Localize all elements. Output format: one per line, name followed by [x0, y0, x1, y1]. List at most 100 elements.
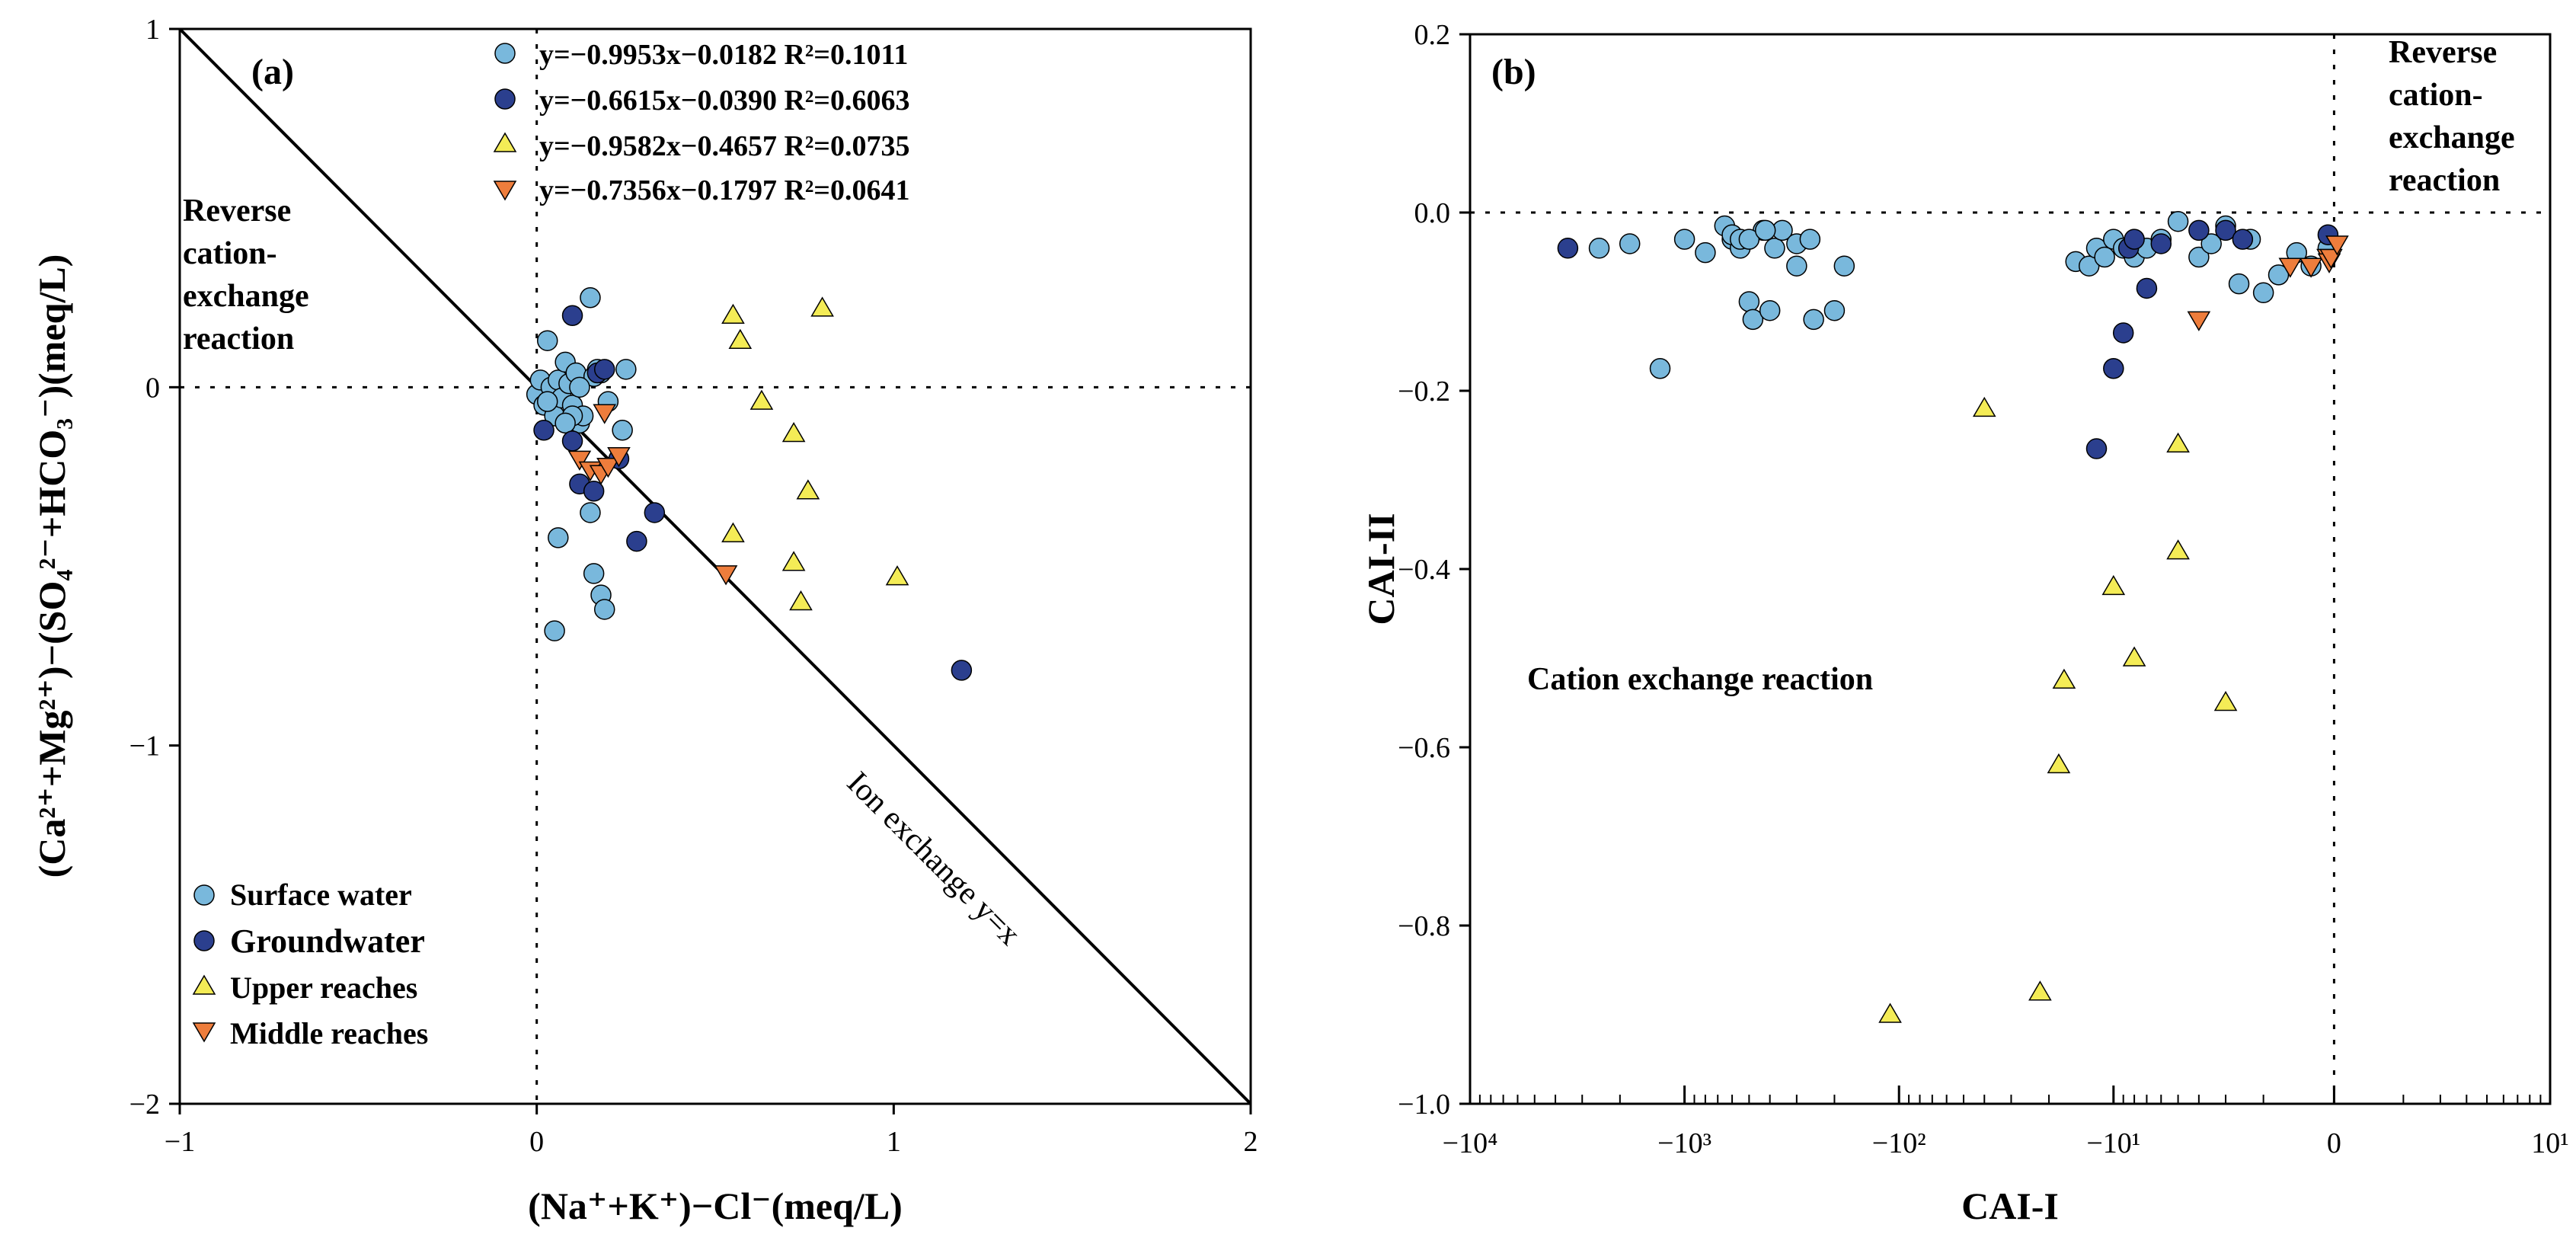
point-a-middle-reaches: [714, 565, 738, 586]
point-b-surface-water: [1588, 238, 1610, 259]
point-b-surface-water: [1673, 229, 1695, 250]
point-a-surface-water: [580, 502, 601, 523]
point-b-groundwater: [2232, 229, 2254, 250]
point-a-middle-reaches: [593, 404, 617, 424]
point-a-upper-reaches: [721, 303, 745, 325]
legend-upper-reaches: Upper reaches: [230, 970, 417, 1005]
panel-a-x-tick-label: −1: [165, 1126, 195, 1158]
equation-marker-groundwater: [494, 88, 516, 110]
panel-b-y-tick-label: −0.4: [1398, 554, 1450, 586]
legend-groundwater: Groundwater: [230, 922, 425, 960]
panel-a-plot-frame: [178, 27, 1252, 1105]
point-a-middle-reaches: [607, 446, 631, 468]
point-b-groundwater: [2188, 219, 2210, 241]
point-b-surface-water: [2228, 273, 2250, 295]
panel-a-x-axis-label: (Na⁺+K⁺)−Cl⁻(meq/L): [528, 1185, 903, 1227]
point-b-groundwater: [2136, 277, 2158, 299]
panel-b-y-axis-label: CAI-II: [1360, 513, 1402, 625]
panel-a-y-tick-label: −1: [129, 731, 160, 763]
point-b-surface-water: [1695, 241, 1716, 264]
point-a-middle-reaches: [596, 458, 620, 478]
point-a-surface-water: [612, 420, 633, 441]
panel-b-label: (b): [1491, 52, 1536, 92]
panel-a-ticks: −1 0 1 2−2−101: [129, 14, 1258, 1158]
panel-b-y-tick-label: −0.8: [1398, 910, 1450, 942]
panel-a-label: (a): [251, 52, 294, 92]
legend-marker-groundwater: [193, 930, 215, 951]
point-b-upper-reaches: [2101, 574, 2126, 596]
point-b-surface-water: [1738, 229, 1760, 250]
point-a-groundwater: [626, 530, 647, 552]
annotation-b-cation: cation-: [2389, 78, 2483, 113]
panel-a-x-tick-label: 0: [529, 1126, 544, 1158]
panel-b-y-tick-label: −0.6: [1398, 732, 1450, 764]
point-a-surface-water: [615, 359, 637, 380]
point-a-groundwater: [644, 502, 666, 523]
point-b-groundwater: [2085, 438, 2108, 459]
legend-marker-upper-reaches: [192, 974, 216, 995]
point-a-surface-water: [536, 330, 558, 351]
panel-a-equations: y=−0.9953x−0.0182 R²=0.1011 y=−0.6615x−0…: [493, 39, 909, 206]
equation-groundwater: y=−0.6615x−0.0390 R²=0.6063: [539, 85, 909, 117]
annotation-b-exchange: exchange: [2389, 120, 2515, 155]
panel-b-ticks: −10⁴ −10³ −10² −10¹ 0 10¹ −1.0 −0.8 −0.6 −0.4 −0.2…: [1398, 19, 2569, 1159]
point-b-groundwater: [2103, 358, 2124, 379]
point-a-upper-reaches: [781, 551, 806, 571]
point-a-middle-reaches: [567, 450, 592, 471]
panel-b-reference-lines: [1470, 34, 2550, 1104]
point-b-surface-water: [2252, 282, 2274, 304]
equation-marker-middle-reaches: [493, 181, 517, 201]
annotation-exchange: exchange: [183, 279, 309, 314]
point-a-groundwater: [951, 660, 973, 681]
point-b-surface-water: [1742, 309, 1764, 331]
panel-a-y-axis-label: (Ca²⁺+Mg²⁺)−(SO₄²⁻+HCO₃⁻)(meq/L): [30, 254, 73, 878]
point-b-middle-reaches: [2325, 235, 2349, 256]
point-b-surface-water: [1759, 299, 1781, 321]
point-b-middle-reaches: [2187, 311, 2211, 331]
point-a-surface-water: [544, 620, 565, 641]
legend-middle-reaches: Middle reaches: [230, 1016, 428, 1050]
panel-a-legend: Surface water Groundwater Upper reaches …: [192, 878, 428, 1050]
panel-b-x-tick-label: 0: [2327, 1127, 2341, 1159]
point-a-surface-water: [583, 563, 605, 584]
point-b-surface-water: [1619, 233, 1641, 254]
point-b-middle-reaches: [2278, 257, 2303, 278]
point-a-upper-reaches: [749, 389, 774, 410]
panel-a-y-tick-label: 1: [145, 14, 160, 46]
panel-b-x-tick-label: −10⁴: [1443, 1127, 1498, 1159]
point-a-surface-water: [548, 527, 569, 548]
point-a-upper-reaches: [789, 590, 813, 611]
annotation-reverse: Reverse: [183, 193, 291, 229]
point-a-upper-reaches: [885, 565, 909, 586]
equation-marker-surface-water: [494, 43, 516, 64]
panel-a-y-tick-label: −2: [129, 1089, 160, 1121]
panel-a-reverse-annotation: Reverse cation- exchange reaction: [183, 193, 309, 357]
point-b-surface-water: [2078, 255, 2100, 277]
point-b-upper-reaches: [2166, 539, 2190, 560]
point-b-upper-reaches: [2028, 980, 2052, 1001]
point-b-surface-water: [1754, 219, 1776, 241]
point-b-surface-water: [2200, 233, 2222, 254]
panel-a-x-tick-label: 2: [1244, 1126, 1258, 1158]
point-b-groundwater: [2112, 322, 2134, 344]
point-b-upper-reaches: [2122, 646, 2146, 667]
point-b-upper-reaches: [2052, 668, 2076, 689]
point-a-upper-reaches: [810, 296, 834, 317]
point-b-upper-reaches: [2213, 691, 2238, 711]
point-a-surface-water: [569, 376, 590, 398]
panel-b-y-tick-label: 0.2: [1414, 19, 1451, 51]
annotation-reaction: reaction: [183, 321, 294, 357]
panel-b-y-tick-label: 0.0: [1414, 197, 1451, 229]
legend-marker-surface-water: [193, 884, 215, 906]
legend-surface-water: Surface water: [230, 878, 412, 912]
ion-exchange-line-label: Ion exchange y=x: [840, 766, 1028, 953]
point-b-surface-water: [1799, 229, 1821, 250]
panel-a-y-tick-label: 0: [145, 372, 160, 404]
point-b-upper-reaches: [2047, 753, 2071, 774]
panel-a-points: [526, 287, 973, 681]
point-b-surface-water: [1823, 299, 1846, 321]
panel-b-y-tick-label: −0.2: [1398, 376, 1450, 408]
point-b-surface-water: [1786, 255, 1807, 277]
point-b-upper-reaches: [2166, 432, 2190, 452]
